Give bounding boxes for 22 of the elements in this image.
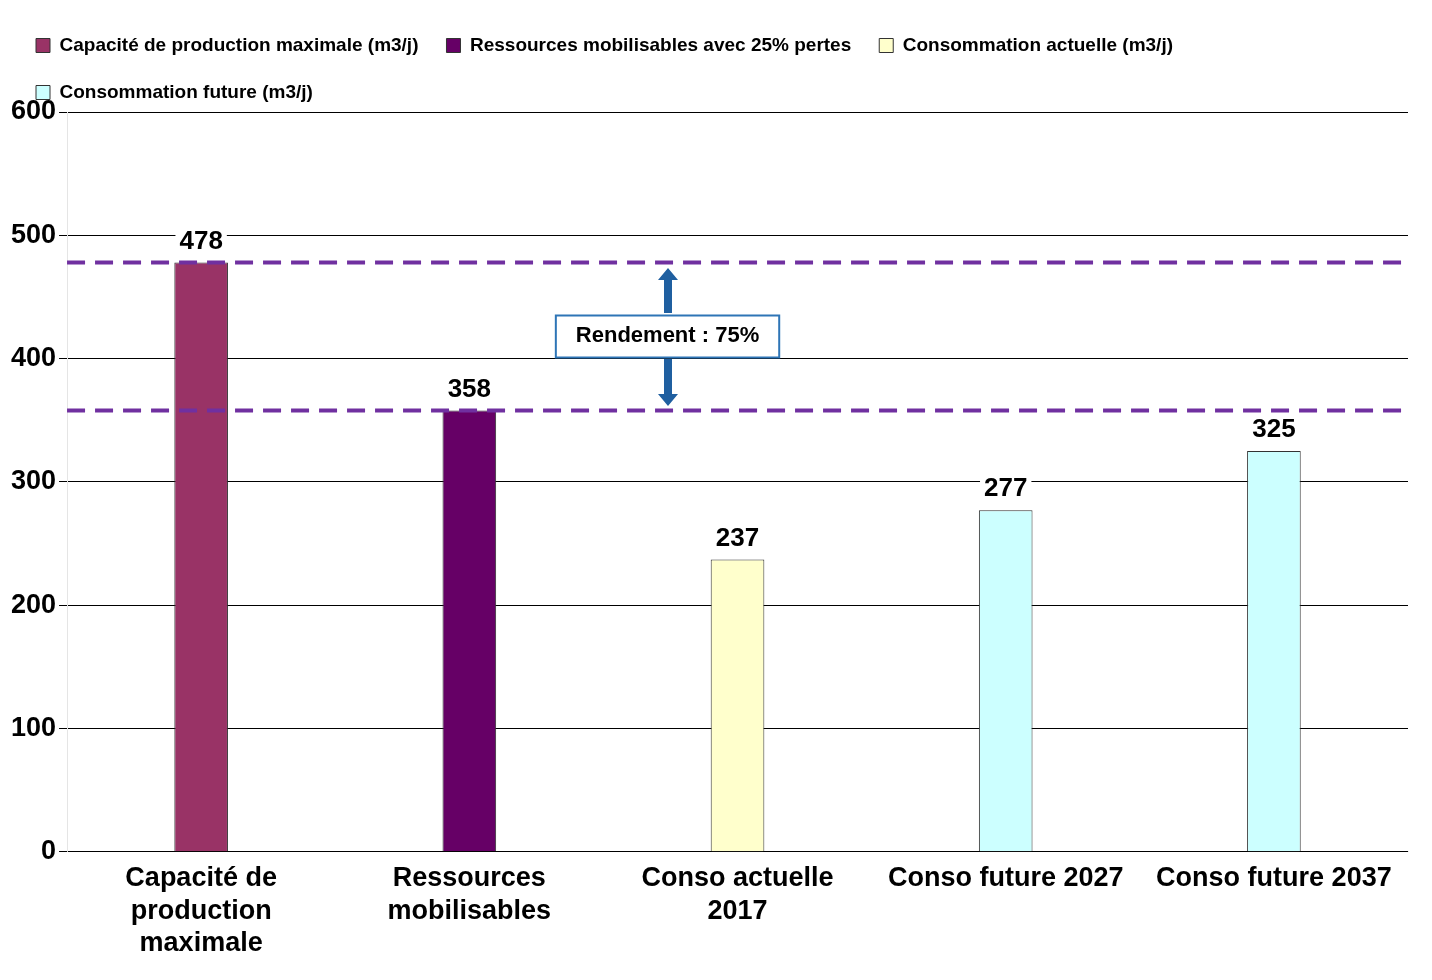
x-tick-label: Conso future 2027 [887, 862, 1124, 893]
x-tick-label: Capacité de production maximale [125, 862, 277, 958]
data-label: 325 [1252, 413, 1296, 444]
data-label: 358 [447, 372, 492, 403]
y-tick-label: 200 [10, 588, 57, 619]
data-label: 277 [984, 472, 1028, 503]
y-tick-label: 400 [10, 342, 57, 373]
data-label: 237 [715, 521, 760, 552]
y-tick-label: 100 [10, 711, 57, 742]
y-tick-label: 0 [41, 835, 57, 866]
legend-label: Consommation future (m3/j) [59, 80, 313, 102]
legend-label: Capacité de production maximale (m3/j) [59, 33, 419, 55]
annotation: Rendement : 75% [575, 322, 760, 348]
y-tick-label: 500 [10, 218, 57, 249]
legend-label: Consommation actuelle (m3/j) [902, 33, 1174, 55]
x-tick-label: Ressources mobilisables [387, 862, 552, 925]
y-tick-label: 600 [10, 95, 57, 126]
x-tick-label: Conso future 2037 [1156, 862, 1392, 893]
legend-label: Ressources mobilisables avec 25% pertes [469, 33, 852, 55]
data-label: 478 [179, 224, 223, 255]
x-tick-label: Conso actuelle 2017 [641, 862, 834, 925]
y-tick-label: 300 [10, 465, 57, 496]
